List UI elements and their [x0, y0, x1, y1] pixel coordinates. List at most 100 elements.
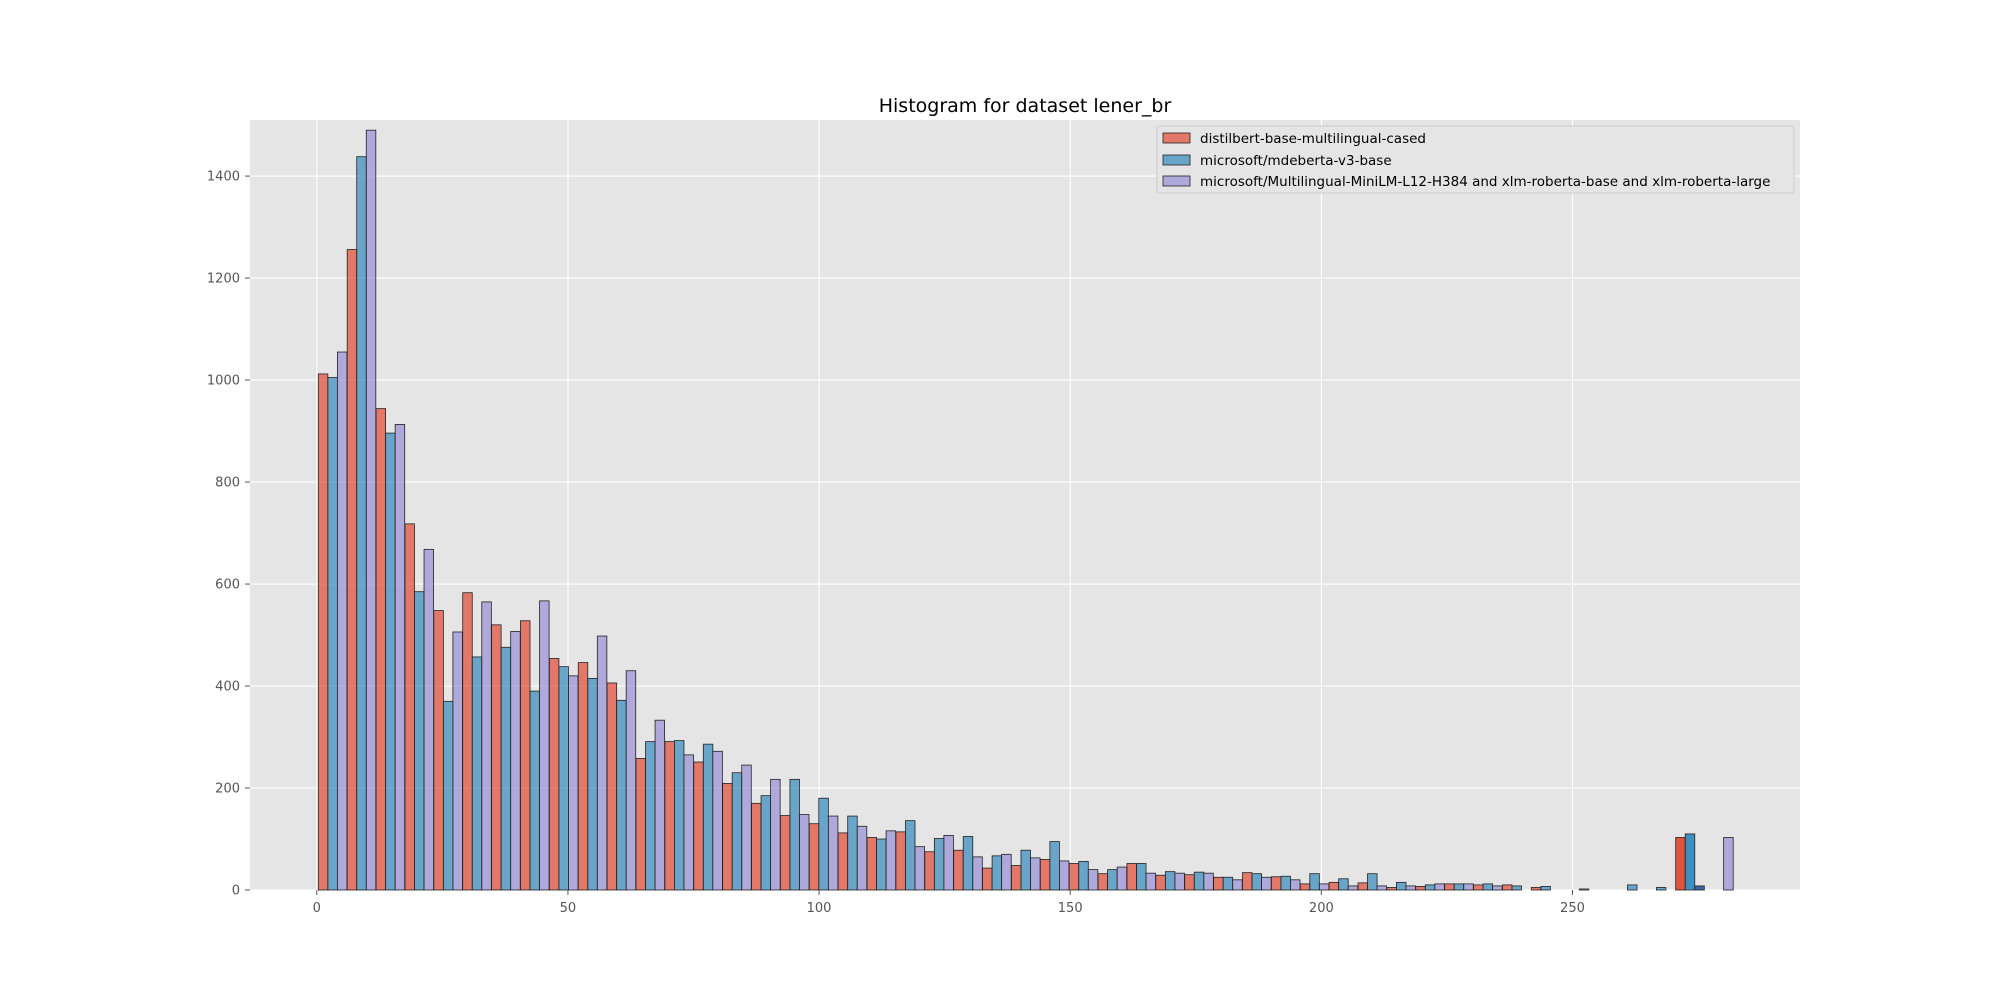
bar — [779, 815, 791, 891]
bar — [1675, 837, 1686, 891]
bar — [1020, 849, 1031, 891]
bar — [645, 741, 656, 891]
bar — [933, 838, 945, 891]
bar — [731, 772, 743, 891]
bar — [587, 677, 598, 891]
bar — [577, 662, 589, 891]
x-axis-ticks: 0 50 100 150 200 250 — [313, 890, 1585, 916]
bar — [1444, 883, 1455, 891]
bar — [1511, 885, 1522, 891]
bar — [596, 635, 608, 891]
bar — [1357, 882, 1368, 891]
bar — [1126, 863, 1137, 891]
bar — [808, 823, 820, 891]
bar — [1136, 863, 1147, 891]
bar — [1540, 886, 1551, 891]
bar — [1242, 872, 1253, 891]
bar — [770, 778, 781, 891]
bar — [1039, 859, 1051, 891]
bar — [962, 836, 974, 891]
bar — [1280, 875, 1291, 891]
bar — [722, 783, 733, 891]
bar — [1270, 876, 1282, 891]
bar — [1203, 872, 1214, 891]
bar — [1463, 883, 1474, 891]
y-tick-label: 600 — [215, 578, 240, 593]
bar — [876, 838, 887, 891]
x-tick-label: 100 — [807, 901, 832, 916]
bar — [1078, 861, 1089, 891]
x-tick-label: 250 — [1560, 901, 1585, 916]
y-tick-label: 1000 — [207, 374, 240, 389]
legend-label-distilbert: distilbert-base-multilingual-cased — [1200, 131, 1426, 147]
bar — [924, 851, 935, 891]
bar — [1251, 873, 1262, 891]
bar — [905, 820, 916, 891]
bar — [327, 377, 338, 891]
bar — [404, 523, 415, 891]
bar — [1502, 884, 1513, 891]
bar — [866, 837, 877, 891]
bar — [394, 424, 406, 891]
bar — [1318, 883, 1330, 891]
bar — [1011, 865, 1022, 891]
y-tick-label: 1400 — [207, 170, 240, 185]
bar — [1213, 876, 1224, 891]
bar — [1434, 883, 1445, 891]
bar — [1299, 883, 1311, 891]
bar — [1655, 887, 1667, 891]
bar — [356, 156, 367, 891]
bar — [1415, 886, 1426, 891]
bar — [712, 750, 723, 891]
bar — [1116, 866, 1128, 891]
bar — [1049, 841, 1060, 891]
y-axis-ticks: 0 200 400 600 800 1000 1200 1400 — [207, 170, 250, 899]
bar — [914, 846, 925, 891]
bar — [481, 601, 492, 891]
bar — [693, 761, 704, 891]
bar — [885, 830, 897, 891]
bar — [1193, 871, 1205, 891]
x-tick-label: 200 — [1309, 901, 1334, 916]
bar — [442, 700, 454, 891]
x-tick-label: 0 — [313, 901, 321, 916]
bar — [1386, 887, 1397, 891]
bar — [1367, 873, 1378, 891]
bar — [1492, 885, 1503, 891]
bar — [683, 754, 694, 891]
bar — [414, 591, 425, 891]
bar — [1453, 883, 1465, 891]
bar — [1232, 879, 1243, 891]
bar — [895, 831, 906, 891]
bar — [751, 802, 762, 891]
legend-label-mdeberta: microsoft/mdeberta-v3-base — [1200, 153, 1392, 169]
legend-label-minilm-xlmr: microsoft/Multilingual-MiniLM-L12-H384 a… — [1200, 174, 1770, 190]
bar — [1107, 869, 1118, 891]
bar — [462, 592, 473, 891]
chart-title: Histogram for dataset lener_br — [879, 95, 1172, 117]
bar — [1261, 876, 1272, 891]
bar — [510, 631, 521, 891]
y-tick-label: 800 — [215, 476, 240, 491]
legend-swatch-mdeberta — [1162, 154, 1191, 166]
bar — [847, 815, 858, 891]
bar — [529, 690, 540, 891]
bar — [818, 797, 829, 891]
series-0 — [317, 249, 1686, 891]
bar — [558, 666, 569, 891]
bar — [1328, 881, 1340, 891]
bar — [616, 699, 627, 891]
x-tick-label: 150 — [1058, 901, 1083, 916]
bar — [568, 675, 579, 891]
bar — [365, 129, 377, 891]
bar — [539, 600, 550, 891]
bar — [1174, 872, 1185, 891]
legend-swatch-distilbert — [1162, 132, 1191, 144]
bar — [664, 741, 675, 891]
bar — [520, 620, 531, 891]
bar — [1627, 884, 1638, 891]
bar — [1530, 887, 1542, 891]
bar — [991, 855, 1003, 891]
bar — [625, 670, 637, 891]
